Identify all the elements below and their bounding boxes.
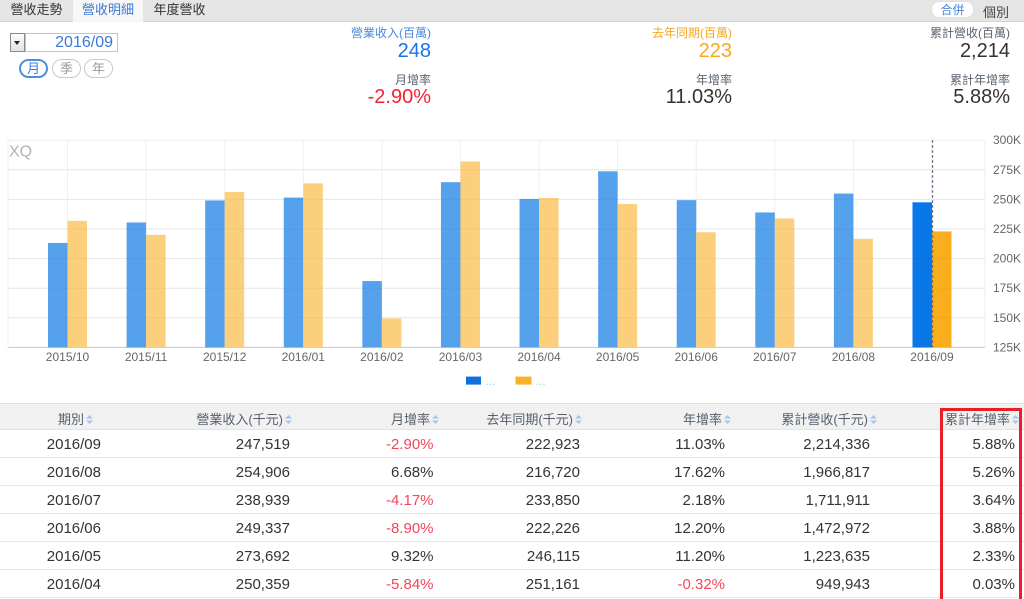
svg-text:2016/05: 2016/05 — [596, 350, 640, 364]
svg-text:275K: 275K — [993, 163, 1021, 177]
svg-text:150K: 150K — [993, 311, 1021, 325]
svg-text:2015/11: 2015/11 — [125, 350, 168, 364]
svg-text:2016/03: 2016/03 — [439, 350, 483, 364]
svg-text:2016/09: 2016/09 — [910, 350, 954, 364]
svg-text:2016/04: 2016/04 — [517, 350, 561, 364]
svg-text:250K: 250K — [993, 192, 1021, 206]
svg-text:2016/06: 2016/06 — [675, 350, 719, 364]
svg-text:2016/08: 2016/08 — [832, 350, 876, 364]
svg-text:2016/02: 2016/02 — [360, 350, 404, 364]
svg-text:175K: 175K — [993, 281, 1021, 295]
svg-text:…: … — [535, 376, 546, 388]
svg-text:2015/10: 2015/10 — [46, 350, 90, 364]
svg-text:XQ: XQ — [9, 144, 32, 161]
svg-text:125K: 125K — [993, 340, 1021, 354]
svg-text:200K: 200K — [993, 252, 1021, 266]
svg-text:2016/01: 2016/01 — [282, 350, 326, 364]
svg-text:2015/12: 2015/12 — [203, 350, 247, 364]
svg-text:225K: 225K — [993, 222, 1021, 236]
svg-text:300K: 300K — [993, 133, 1021, 147]
svg-text:…: … — [485, 376, 496, 388]
svg-text:2016/07: 2016/07 — [753, 350, 797, 364]
